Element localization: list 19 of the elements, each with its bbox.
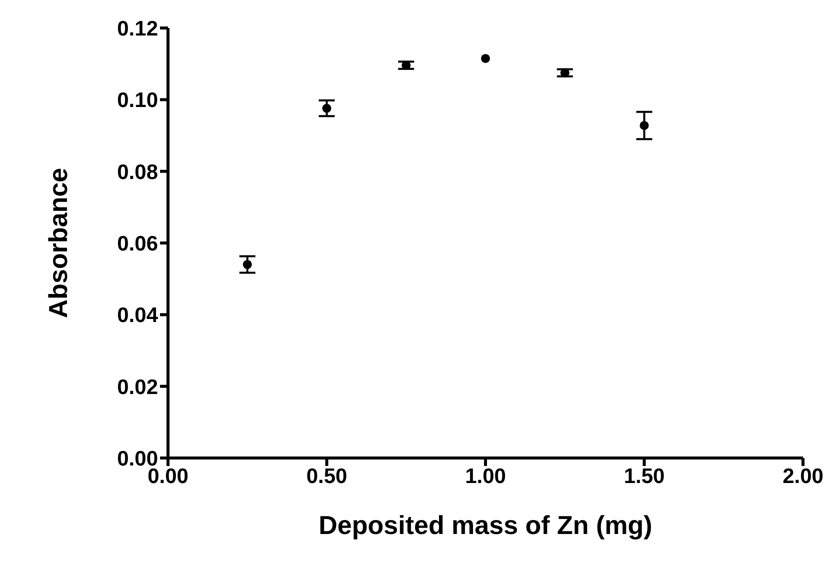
- point: [402, 60, 411, 70]
- point: [242, 260, 252, 270]
- x-tick-label: 1.50: [624, 464, 665, 488]
- x-tick-label: 2.00: [782, 464, 824, 488]
- y-tick-label: 0.06: [117, 232, 158, 256]
- point: [640, 120, 649, 130]
- x-tick-label: 1.00: [465, 464, 506, 488]
- y-tick-label: 0.02: [117, 376, 158, 399]
- x-tick-label: 0.00: [148, 464, 188, 488]
- y-tick-label: 0.10: [117, 89, 158, 112]
- x-axis-title: Deposited mass of Zn (mg): [318, 510, 652, 540]
- point: [480, 54, 490, 63]
- x-tick-label: 0.50: [306, 464, 348, 488]
- y-axis-title: Absorbance: [43, 168, 74, 318]
- point: [560, 68, 570, 78]
- y-tick-label: 0.08: [117, 160, 158, 184]
- y-tick-label: 0.12: [117, 17, 158, 40]
- point: [322, 104, 332, 113]
- y-tick-label: 0.04: [117, 304, 158, 328]
